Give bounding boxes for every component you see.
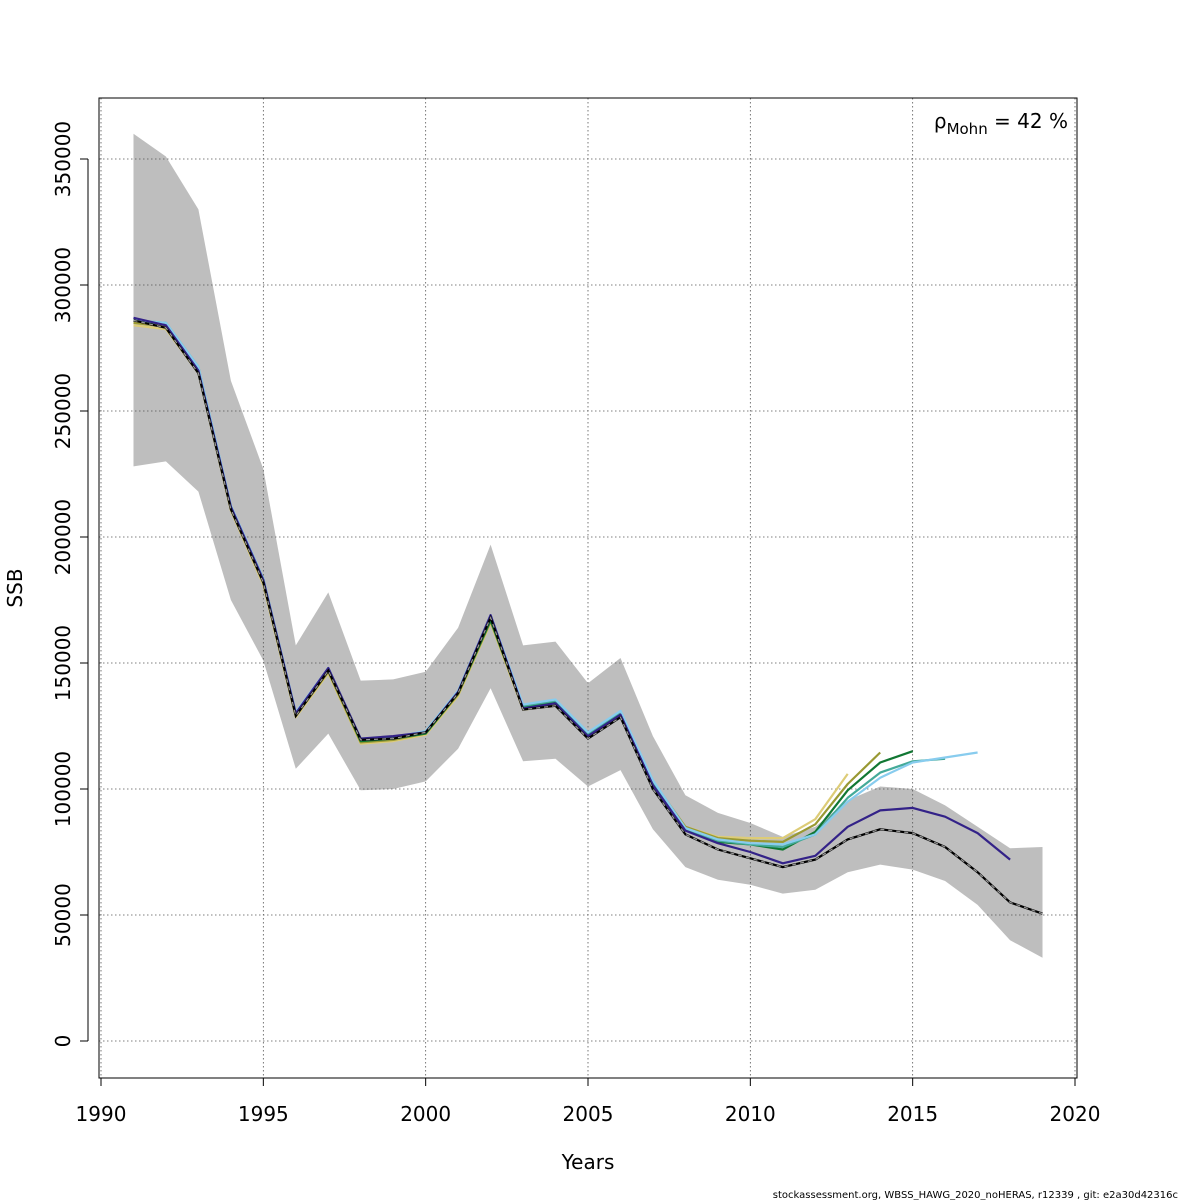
y-tick-label: 300000 <box>51 247 75 323</box>
x-tick-label: 2020 <box>1050 1102 1101 1126</box>
x-tick-label: 2015 <box>887 1102 938 1126</box>
y-tick-label: 150000 <box>51 625 75 701</box>
x-tick-label: 2000 <box>400 1102 451 1126</box>
y-tick-label: 250000 <box>51 373 75 449</box>
mohn-rho-subscript: Mohn <box>947 120 988 138</box>
series-line-reference-dash <box>133 319 1043 915</box>
grid-layer <box>99 98 1077 1078</box>
confidence-band-layer <box>133 133 1043 958</box>
y-axis-title: SSB <box>3 568 27 607</box>
footer-credit: stockassessment.org, WBSS_HAWG_2020_noHE… <box>773 1190 1178 1200</box>
x-tick-label: 2005 <box>563 1102 614 1126</box>
y-axis: 0 50000 100000 150000 200000 250000 300000 3500… <box>51 121 89 1048</box>
series-layer <box>133 316 1043 915</box>
y-tick-label: 100000 <box>51 751 75 827</box>
x-tick-label: 1990 <box>76 1102 127 1126</box>
mohn-rho-value: = 42 % <box>988 109 1068 133</box>
y-tick-label: 350000 <box>51 121 75 197</box>
y-tick-label: 200000 <box>51 499 75 575</box>
y-tick-label: 50000 <box>51 883 75 947</box>
mohn-rho-symbol: ρ <box>934 109 947 133</box>
x-tick-label: 1995 <box>238 1102 289 1126</box>
mohn-rho-annotation: ρMohn = 42 % <box>934 109 1068 138</box>
y-tick-label: 0 <box>51 1035 75 1048</box>
x-axis-title: Years <box>561 1150 615 1174</box>
x-tick-label: 2010 <box>725 1102 776 1126</box>
confidence-band <box>133 133 1043 958</box>
x-axis: 1990 1995 2000 2005 2010 2015 2020 <box>76 1077 1101 1126</box>
